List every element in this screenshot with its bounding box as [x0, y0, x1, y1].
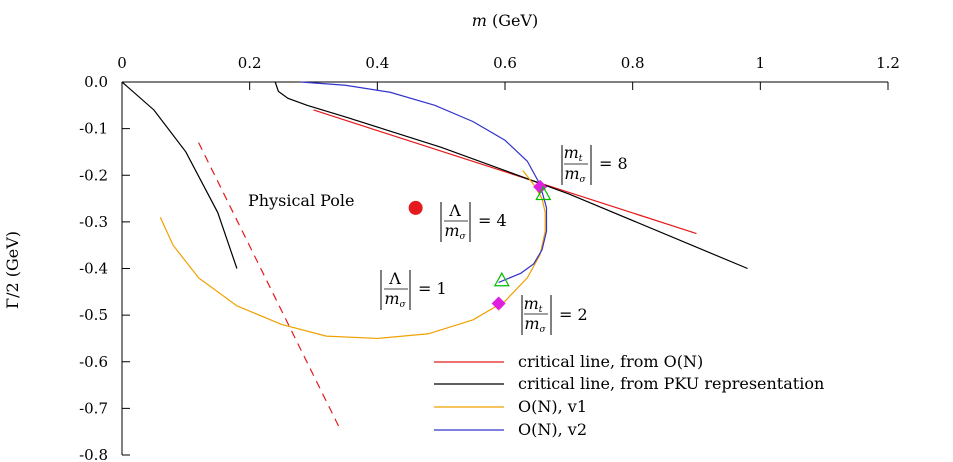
annotation-lambda-4: Λ mσ = 4 [440, 201, 507, 242]
physical-pole-label: Physical Pole [248, 191, 354, 210]
annotation-lambda-1-value: 1 [437, 279, 447, 298]
svg-text:mt: mt [564, 143, 583, 164]
y-tick-label: 0.0 [84, 73, 108, 91]
legend-label-3: O(N), v2 [518, 420, 587, 439]
y-tick-label: -0.2 [79, 166, 108, 184]
series-line-5 [198, 142, 340, 428]
series-layer [121, 81, 748, 428]
y-tick-label: -0.1 [79, 120, 108, 138]
y-tick-label: -0.4 [79, 260, 108, 278]
y-axis-title: Γ/2 (GeV) [3, 231, 22, 309]
svg-text:mσ: mσ [564, 164, 586, 185]
x-tick-label: 0 [117, 54, 127, 72]
diamond-marker-1 [533, 179, 548, 194]
triangle-marker-3 [535, 185, 552, 201]
svg-text:Λ: Λ [448, 201, 461, 220]
svg-text:mσ: mσ [384, 289, 406, 310]
physical-pole-marker [408, 200, 423, 215]
svg-text:= 2: = 2 [559, 305, 588, 324]
x-tick-label: 1.2 [876, 54, 900, 72]
legend: critical line, from O(N) critical line, … [434, 352, 824, 439]
svg-text:= 1: = 1 [418, 279, 447, 298]
annotation-lambda-4-value: 4 [497, 211, 507, 230]
series-line-4 [121, 81, 238, 269]
x-tick-label: 0.8 [621, 54, 645, 72]
annotation-mt-8: mt mσ = 8 [561, 143, 628, 185]
y-tick-label: -0.7 [79, 399, 108, 417]
y-tick-label: -0.6 [79, 353, 108, 371]
svg-text:Λ: Λ [388, 269, 401, 288]
y-tick-label: -0.3 [79, 213, 108, 231]
legend-label-0: critical line, from O(N) [518, 352, 703, 371]
series-line-3 [300, 81, 548, 284]
x-tick-label: 1 [756, 54, 766, 72]
svg-text:= 8: = 8 [599, 154, 628, 173]
svg-text:mt: mt [524, 294, 543, 315]
svg-text:mσ: mσ [444, 221, 466, 242]
svg-text:mσ: mσ [524, 314, 546, 335]
annotation-mt-2: mt mσ = 2 [521, 294, 588, 335]
x-tick-label: 0.6 [493, 54, 517, 72]
axes: 0 0.2 0.4 0.6 0.8 1 1.2 0.0 -0.1 -0.2 -0.3 -0.4 -0.5… [79, 54, 900, 462]
y-tick-label: -0.5 [79, 306, 108, 324]
annotation-lambda-1: Λ mσ = 1 [380, 269, 447, 310]
svg-text:= 4: = 4 [478, 211, 507, 230]
annotation-mt-8-value: 8 [618, 154, 628, 173]
points-layer [408, 179, 552, 311]
legend-label-1: critical line, from PKU representation [518, 374, 824, 393]
series-line-1 [274, 81, 748, 270]
x-axis-title: m (GeV) [472, 11, 539, 30]
y-tick-label: -0.8 [79, 446, 108, 462]
legend-label-2: O(N), v1 [518, 397, 587, 416]
diamond-marker-2 [491, 296, 506, 311]
x-tick-label: 0.2 [238, 54, 262, 72]
series-line-2 [159, 170, 546, 340]
x-tick-label: 0.4 [365, 54, 389, 72]
series-line-0 [313, 109, 697, 235]
annotation-mt-2-value: 2 [578, 305, 588, 324]
triangle-marker-4 [493, 271, 510, 287]
